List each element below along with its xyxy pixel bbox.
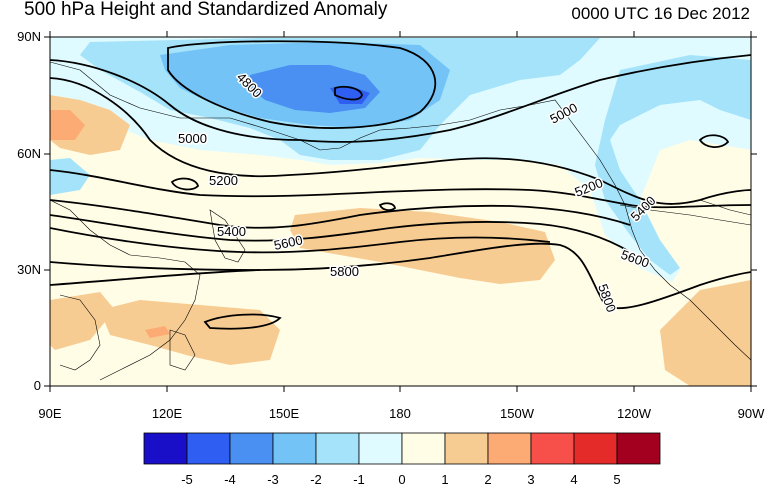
- contour-label: 5200: [209, 173, 238, 188]
- colorbar-swatch: [186, 432, 231, 465]
- lon-label: 150E: [269, 406, 300, 421]
- lon-label: 180: [389, 406, 411, 421]
- anomaly-region-plus3-west: [50, 110, 85, 140]
- lat-tick-labels: 90N 60N 30N 0: [17, 29, 41, 393]
- colorbar-swatch: [272, 432, 317, 465]
- colorbar-swatch: [530, 432, 575, 465]
- contour-4800: [167, 40, 437, 129]
- contour-label: 5800: [330, 264, 359, 279]
- coastline-indochina: [59, 294, 101, 371]
- lon-tick-labels: 90E 120E 150E 180 150W 120W 90W: [38, 406, 765, 421]
- contour-5800-south: [50, 269, 261, 286]
- colorbar-swatch: [143, 432, 188, 465]
- colorbar-label: -5: [181, 472, 193, 487]
- contour-5900-tropics: [203, 313, 282, 330]
- lat-label: 60N: [17, 146, 41, 161]
- contour-5200b: [50, 169, 751, 209]
- coastline-japan: [209, 209, 246, 263]
- anomaly-region-plus2-india: [50, 292, 115, 350]
- lon-label: 150W: [500, 406, 535, 421]
- anomaly-region-minus2-west: [50, 158, 90, 195]
- colorbar-label: -1: [353, 472, 365, 487]
- coastline-greatlakes: [699, 199, 751, 216]
- contour-label: 5400: [217, 224, 246, 239]
- colorbar-label: 4: [570, 472, 577, 487]
- coastline-philippines: [169, 329, 196, 371]
- anomaly-region-plus3-tropics: [145, 326, 170, 338]
- colorbar-label: -3: [267, 472, 279, 487]
- colorbar-swatch: [315, 432, 360, 465]
- colorbar-swatch: [444, 432, 489, 465]
- lon-label: 90E: [38, 406, 61, 421]
- map-title: 500 hPa Height and Standardized Anomaly: [24, 0, 388, 20]
- colorbar-label: 1: [441, 472, 448, 487]
- contour-small-closed-east: [698, 134, 730, 148]
- lat-label: 30N: [17, 262, 41, 277]
- contour-small-closed: [170, 177, 199, 191]
- anomaly-region-plus2-east: [660, 280, 751, 386]
- contour-5600b: [50, 227, 551, 254]
- contour-low-center: [334, 85, 363, 101]
- lon-tick-marks: [49, 31, 752, 392]
- colorbar: [143, 432, 661, 465]
- anomaly-field: [50, 37, 751, 386]
- lat-label: 0: [34, 378, 41, 393]
- contour-5600: [50, 214, 631, 253]
- anomaly-region-plus2-tropics: [100, 300, 280, 365]
- valid-time: 0000 UTC 16 Dec 2012: [571, 4, 750, 23]
- anomaly-region-plus2-pacific: [290, 208, 555, 284]
- colorbar-labels: -5 -4 -3 -2 -1 0 1 2 3 4 5: [181, 472, 620, 487]
- colorbar-swatch: [573, 432, 618, 465]
- colorbar-swatch: [358, 432, 403, 465]
- contour-5000: [50, 54, 751, 143]
- anomaly-region-minus2-east: [595, 55, 751, 275]
- lon-label: 90W: [738, 406, 765, 421]
- contour-5200: [50, 77, 751, 205]
- colorbar-label: 3: [527, 472, 534, 487]
- coastline-north: [50, 61, 751, 361]
- colorbar-label: -2: [310, 472, 322, 487]
- contour-label: 5600: [273, 232, 304, 253]
- colorbar-label: -4: [224, 472, 236, 487]
- colorbar-label: 0: [398, 472, 405, 487]
- anomaly-region-minus5: [330, 86, 370, 104]
- contour-5800: [50, 242, 606, 306]
- colorbar-swatch: [487, 432, 532, 465]
- lon-label: 120W: [617, 406, 652, 421]
- colorbar-swatch: [616, 432, 661, 465]
- contour-5400: [50, 199, 631, 229]
- contour-5800-east: [604, 271, 751, 310]
- colorbar-label: 2: [484, 472, 491, 487]
- colorbar-swatch: [401, 432, 446, 465]
- contour-small-closed-center: [378, 202, 396, 212]
- border-usa: [619, 204, 751, 226]
- colorbar-swatch: [229, 432, 274, 465]
- height-contours: [50, 40, 751, 330]
- contour-label: 5000: [178, 131, 207, 146]
- colorbar-label: 5: [613, 472, 620, 487]
- lat-tick-marks: [44, 36, 757, 387]
- lon-label: 120E: [152, 406, 183, 421]
- lat-label: 90N: [17, 29, 41, 44]
